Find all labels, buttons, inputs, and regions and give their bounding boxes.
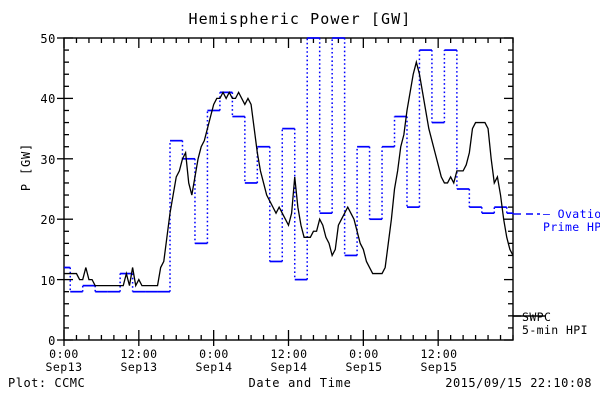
x-tick-date: Sep13 [45, 360, 83, 374]
x-tick-time: 12:00 [420, 347, 458, 361]
x-tick-date: Sep15 [345, 360, 383, 374]
x-tick-time: 12:00 [120, 347, 158, 361]
x-tick-label-5: 12:00 Sep15 [404, 348, 474, 374]
x-tick-label-2: 0:00 Sep14 [179, 348, 249, 374]
x-tick-date: Sep15 [420, 360, 458, 374]
x-tick-label-3: 12:00 Sep14 [254, 348, 324, 374]
plot-timestamp: 2015/09/15 22:10:08 [445, 376, 592, 390]
y-tick-label-30: 30 [40, 153, 56, 167]
legend-line-samples [513, 213, 545, 317]
legend-label-swpc: SWPC 5-min HPI [522, 310, 588, 337]
x-tick-time: 0:00 [349, 347, 379, 361]
page-title: Hemispheric Power [GW] [188, 10, 412, 28]
x-axis-label: Date and Time [248, 376, 352, 390]
y-tick-label-40: 40 [40, 92, 56, 106]
x-tick-time: 0:00 [49, 347, 79, 361]
x-tick-label-0: 0:00 Sep13 [29, 348, 99, 374]
y-tick-label-0: 0 [48, 334, 56, 348]
x-tick-label-1: 12:00 Sep13 [104, 348, 174, 374]
series-swpc-5min-hpi [64, 59, 514, 288]
y-axis-label: P [GW] [19, 142, 33, 192]
x-tick-label-4: 0:00 Sep15 [329, 348, 399, 374]
y-tick-label-10: 10 [40, 274, 56, 288]
y-axis-ticks [57, 37, 513, 341]
x-tick-time: 0:00 [199, 347, 229, 361]
x-tick-date: Sep14 [195, 360, 233, 374]
x-tick-time: 12:00 [270, 347, 308, 361]
axis-frame [63, 37, 514, 341]
x-tick-date: Sep13 [120, 360, 158, 374]
series-ovation-prime-hpi [64, 37, 513, 293]
y-tick-label-20: 20 [40, 213, 56, 227]
legend-label-ovation: – Ovation Prime HPI [543, 207, 600, 234]
x-axis-ticks [63, 38, 514, 346]
x-tick-date: Sep14 [270, 360, 308, 374]
plot-credit: Plot: CCMC [8, 376, 86, 390]
y-tick-label-50: 50 [40, 32, 56, 46]
